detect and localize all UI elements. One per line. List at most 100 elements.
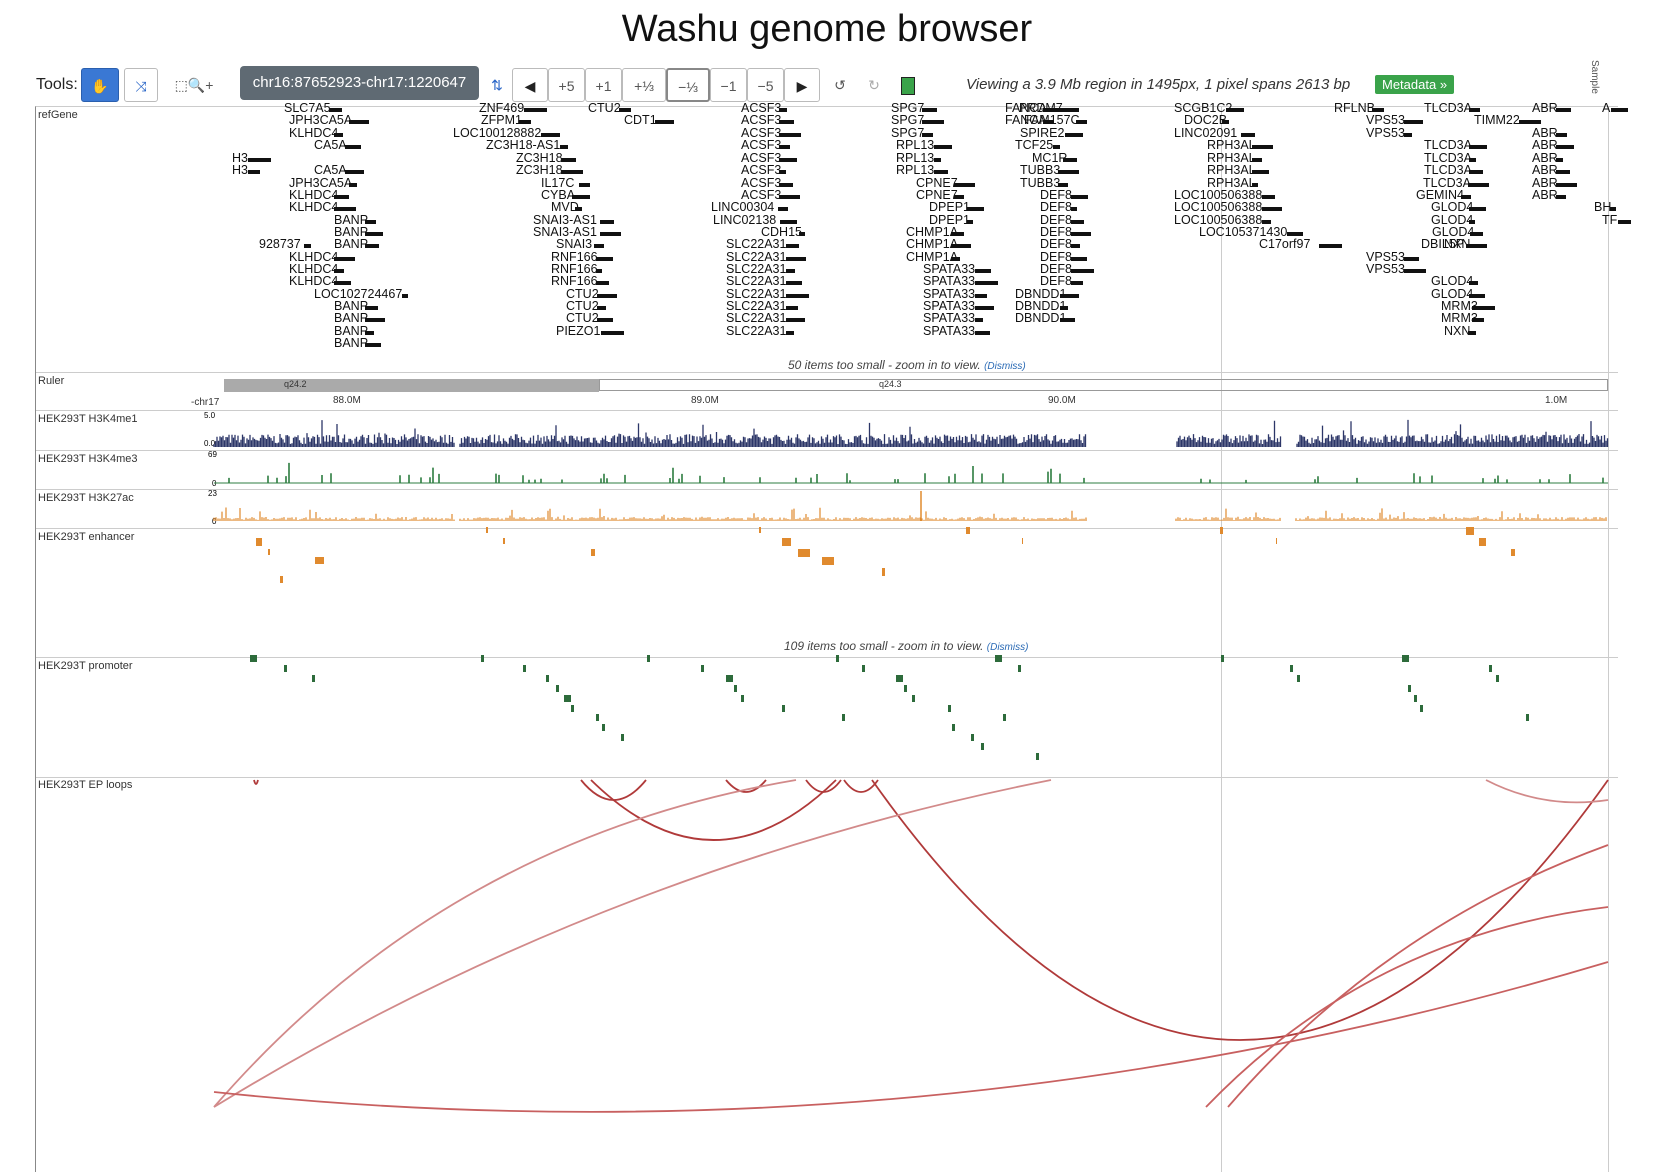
gene-label[interactable]: ACSF3 xyxy=(741,151,782,165)
zoom-in-1-button[interactable]: −1 xyxy=(710,68,747,102)
track-label-enhancer[interactable]: HEK293T enhancer xyxy=(38,531,135,543)
gene-label[interactable]: SLC22A31 xyxy=(726,237,787,251)
gene-label[interactable]: TLCD3A xyxy=(1424,163,1472,177)
gene-label[interactable]: DPEP1 xyxy=(929,213,970,227)
gene-label[interactable]: TLCD3A xyxy=(1424,138,1472,152)
gene-label[interactable]: FAM157C xyxy=(1024,113,1080,127)
gene-label[interactable]: BANP xyxy=(334,213,369,227)
gene-label[interactable]: BANP xyxy=(334,299,369,313)
gene-label[interactable]: GLOD4 xyxy=(1431,200,1474,214)
gene-label[interactable]: KLHDC4 xyxy=(289,274,339,288)
gene-label[interactable]: A xyxy=(1602,101,1611,115)
gene-label[interactable]: KLHDC4 xyxy=(289,262,339,276)
zoom-select-tool-button[interactable]: ⬚🔍+ xyxy=(164,68,224,102)
gene-label[interactable]: DEF8 xyxy=(1040,262,1072,276)
gene-label[interactable]: LOC105371430 xyxy=(1199,225,1288,239)
zoom-out-third-button[interactable]: +⅓ xyxy=(622,68,666,102)
gene-label[interactable]: BH xyxy=(1594,200,1612,214)
gene-label[interactable]: DEF8 xyxy=(1040,200,1072,214)
gene-label[interactable]: TUBB3 xyxy=(1020,176,1061,190)
gene-label[interactable]: TLCD3A xyxy=(1423,176,1471,190)
gene-label[interactable]: RFLNB xyxy=(1334,101,1375,115)
gene-label[interactable]: DEF8 xyxy=(1040,225,1072,239)
gene-label[interactable]: DBNDD1 xyxy=(1015,299,1067,313)
gene-label[interactable]: FANCA xyxy=(1005,101,1047,115)
gene-label[interactable]: SNAI3-AS1 xyxy=(533,213,597,227)
gene-label[interactable]: MC1R xyxy=(1032,151,1068,165)
gene-label[interactable]: ABR xyxy=(1532,126,1558,140)
track-label-ep-loops[interactable]: HEK293T EP loops xyxy=(38,779,133,791)
gene-label[interactable]: GLOD4 xyxy=(1432,225,1475,239)
zoom-out-5-button[interactable]: +5 xyxy=(548,68,585,102)
gene-label[interactable]: CA5A xyxy=(314,138,347,152)
gene-label[interactable]: LINC02138 xyxy=(713,213,777,227)
gene-label[interactable]: CHMP1A xyxy=(906,250,959,264)
gene-label[interactable]: C17orf97 xyxy=(1259,237,1311,251)
gene-label[interactable]: VPS53 xyxy=(1366,113,1405,127)
gene-label[interactable]: SLC22A31 xyxy=(726,287,787,301)
gene-label[interactable]: ZC3H18 xyxy=(516,163,563,177)
drag-tool-button[interactable]: ✋ xyxy=(81,68,119,102)
gene-label[interactable]: ZC3H18-AS1 xyxy=(486,138,561,152)
gene-label[interactable]: LOC100506388 xyxy=(1174,188,1263,202)
gene-label[interactable]: CDT1 xyxy=(624,113,657,127)
pan-left-button[interactable]: ◀ xyxy=(512,68,548,102)
gene-label[interactable]: ACSF3 xyxy=(741,163,782,177)
gene-label[interactable]: VPS53 xyxy=(1366,250,1405,264)
gene-label[interactable]: CPNE7 xyxy=(916,176,958,190)
gene-label[interactable]: CTU2 xyxy=(566,287,599,301)
gene-label[interactable]: H3 xyxy=(232,163,248,177)
gene-label[interactable]: LINC00304 xyxy=(711,200,775,214)
gene-label[interactable]: MRM3 xyxy=(1441,311,1478,325)
gene-label[interactable]: DBNDD1 xyxy=(1015,311,1067,325)
gene-label[interactable]: SLC22A31 xyxy=(726,324,787,338)
track-label-refgene[interactable]: refGene xyxy=(38,109,78,121)
zoom-in-5-button[interactable]: −5 xyxy=(747,68,784,102)
refgene-dismiss-link[interactable]: (Dismiss) xyxy=(984,361,1026,372)
track-label-h3k4me3[interactable]: HEK293T H3K4me3 xyxy=(38,453,138,465)
gene-label[interactable]: ZFPM1 xyxy=(481,113,522,127)
gene-label[interactable]: BANP xyxy=(334,336,369,350)
gene-label[interactable]: ABR xyxy=(1532,163,1558,177)
gene-label[interactable]: SLC22A31 xyxy=(726,311,787,325)
track-label-ruler[interactable]: Ruler xyxy=(38,375,65,387)
gene-label[interactable]: ACSF3 xyxy=(741,101,782,115)
gene-label[interactable]: BANP xyxy=(334,324,369,338)
gene-label[interactable]: TIMM22 xyxy=(1474,113,1520,127)
gene-label[interactable]: ACSF3 xyxy=(741,188,782,202)
gene-label[interactable]: JPH3CA5A xyxy=(289,176,353,190)
gene-label[interactable]: SPATA33 xyxy=(923,324,976,338)
gene-label[interactable]: VPS53 xyxy=(1366,126,1405,140)
gene-label[interactable]: KLHDC4 xyxy=(289,200,339,214)
gene-label[interactable]: ABR xyxy=(1532,138,1558,152)
gene-label[interactable]: DEF8 xyxy=(1040,213,1072,227)
gene-label[interactable]: CDH15 xyxy=(761,225,802,239)
redo-button[interactable]: ↻ xyxy=(858,68,890,102)
gene-label[interactable]: ZNF469 xyxy=(479,101,525,115)
gene-label[interactable]: CHMP1A xyxy=(906,237,959,251)
gene-label[interactable]: NXN xyxy=(1444,237,1471,251)
gene-label[interactable]: GLOD4 xyxy=(1431,213,1474,227)
gene-label[interactable]: SPATA33 xyxy=(923,311,976,325)
gene-label[interactable]: RNF166 xyxy=(551,250,598,264)
gene-label[interactable]: KLHDC4 xyxy=(289,188,339,202)
gene-label[interactable]: BANP xyxy=(334,237,369,251)
pan-right-button[interactable]: ▶ xyxy=(784,68,820,102)
gene-label[interactable]: RPH3AL xyxy=(1207,163,1256,177)
gene-label[interactable]: GEMIN4 xyxy=(1416,188,1464,202)
gene-label[interactable]: CTU2 xyxy=(566,311,599,325)
gene-label[interactable]: ZC3H18 xyxy=(516,151,563,165)
gene-label[interactable]: SLC22A31 xyxy=(726,250,787,264)
zoom-out-1-button[interactable]: +1 xyxy=(585,68,622,102)
gene-label[interactable]: KLHDC4 xyxy=(289,126,339,140)
gene-label[interactable]: BANP xyxy=(334,225,369,239)
reorder-tool-button[interactable]: ⤨ xyxy=(124,68,158,102)
gene-label[interactable]: FANCA xyxy=(1005,113,1047,127)
region-swap-button[interactable]: ⇅ xyxy=(486,68,508,102)
gene-label[interactable]: BANP xyxy=(334,311,369,325)
metadata-button[interactable]: Metadata » xyxy=(1375,75,1455,94)
gene-label[interactable]: H3 xyxy=(232,151,248,165)
zoom-in-third-button[interactable]: −⅓ xyxy=(666,68,710,102)
gene-label[interactable]: LOC100128882 xyxy=(453,126,542,140)
gene-label[interactable]: DEF8 xyxy=(1040,188,1072,202)
